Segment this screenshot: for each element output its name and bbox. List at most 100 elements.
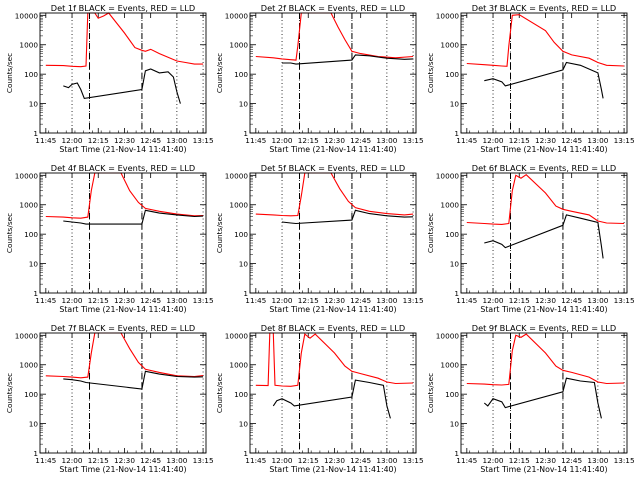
y-tick-label: 100 xyxy=(445,390,459,399)
series-line-lld xyxy=(255,12,414,61)
series-line-events xyxy=(63,209,204,225)
x-tick-label: 12:15 xyxy=(509,136,530,145)
x-tick-label: 12:30 xyxy=(114,296,135,305)
x-tick-label: 12:15 xyxy=(88,296,109,305)
y-tick-label: 10 xyxy=(29,260,39,269)
y-tick-label: 1 xyxy=(33,129,38,138)
y-tick-label: 1000 xyxy=(440,201,459,210)
y-tick-label: 10000 xyxy=(15,11,39,20)
x-tick-label: 13:15 xyxy=(614,456,635,465)
x-tick-label: 12:45 xyxy=(561,136,582,145)
y-tick-label: 100 xyxy=(24,70,38,79)
x-tick-label: 11:45 xyxy=(245,136,266,145)
series-line-events xyxy=(484,214,604,259)
panel-title: Det 4f BLACK = Events, RED = LLD xyxy=(51,163,195,173)
y-axis-label: Counts/sec xyxy=(215,373,224,413)
y-tick-label: 1 xyxy=(243,289,248,298)
y-tick-label: 1000 xyxy=(440,41,459,50)
x-tick-label: 12:00 xyxy=(483,136,504,145)
panel-title: Det 5f BLACK = Events, RED = LLD xyxy=(261,163,405,173)
x-tick-label: 12:00 xyxy=(483,296,504,305)
detector-panel-5: Det 5f BLACK = Events, RED = LLD 11:45 12:… xyxy=(215,163,424,314)
x-tick-label: 13:00 xyxy=(376,296,397,305)
x-tick-label: 13:15 xyxy=(614,296,635,305)
y-tick-label: 100 xyxy=(234,70,248,79)
y-tick-label: 1 xyxy=(243,449,248,458)
x-tick-label: 12:45 xyxy=(350,296,371,305)
y-tick-label: 10 xyxy=(239,420,249,429)
x-axis-label: Start Time (21-Nov-14 11:41:40) xyxy=(59,145,186,154)
y-axis-label: Counts/sec xyxy=(426,373,435,413)
y-tick-label: 1 xyxy=(33,289,38,298)
x-tick-label: 12:00 xyxy=(62,456,83,465)
x-tick-label: 11:45 xyxy=(456,456,477,465)
panel-title: Det 7f BLACK = Events, RED = LLD xyxy=(51,323,195,333)
detector-panel-3: Det 3f BLACK = Events, RED = LLD 11:45 12:… xyxy=(426,3,635,154)
x-tick-label: 11:45 xyxy=(245,296,266,305)
y-tick-label: 10000 xyxy=(436,331,460,340)
x-tick-label: 11:45 xyxy=(35,456,56,465)
plot-frame xyxy=(39,172,207,294)
panel-title: Det 6f BLACK = Events, RED = LLD xyxy=(472,163,616,173)
y-axis-label: Counts/sec xyxy=(215,213,224,253)
x-tick-label: 12:15 xyxy=(88,136,109,145)
x-tick-label: 13:15 xyxy=(193,136,214,145)
series-line-events xyxy=(63,68,181,104)
detector-panel-9: Det 9f BLACK = Events, RED = LLD 11:45 12:… xyxy=(426,323,635,474)
y-tick-label: 1000 xyxy=(19,41,38,50)
x-tick-label: 11:45 xyxy=(35,296,56,305)
x-tick-label: 12:30 xyxy=(114,136,135,145)
panel-title: Det 8f BLACK = Events, RED = LLD xyxy=(261,323,405,333)
y-tick-label: 10000 xyxy=(15,171,39,180)
x-tick-label: 11:45 xyxy=(35,136,56,145)
series-line-lld xyxy=(466,333,625,386)
x-tick-label: 12:00 xyxy=(272,456,293,465)
y-tick-label: 100 xyxy=(24,230,38,239)
y-tick-label: 100 xyxy=(445,70,459,79)
series-line-events xyxy=(484,61,604,99)
x-tick-label: 13:15 xyxy=(403,296,424,305)
detector-panel-6: Det 6f BLACK = Events, RED = LLD 11:45 12:… xyxy=(426,163,635,314)
y-tick-label: 10 xyxy=(450,260,460,269)
x-tick-label: 12:45 xyxy=(140,136,161,145)
x-tick-label: 13:00 xyxy=(587,456,608,465)
y-tick-label: 10 xyxy=(239,260,249,269)
plot-frame xyxy=(39,332,207,454)
x-tick-label: 12:45 xyxy=(561,456,582,465)
series-line-lld xyxy=(255,172,414,217)
detector-panel-1: Det 1f BLACK = Events, RED = LLD 11:45 12:… xyxy=(5,3,214,154)
series-line-events xyxy=(282,54,414,65)
y-tick-label: 1000 xyxy=(19,201,38,210)
x-tick-label: 12:30 xyxy=(535,456,556,465)
y-tick-label: 1 xyxy=(454,129,459,138)
series-line-events xyxy=(272,379,391,419)
series-line-lld xyxy=(45,172,204,219)
x-tick-label: 13:15 xyxy=(614,136,635,145)
x-tick-label: 13:00 xyxy=(166,456,187,465)
y-tick-label: 10 xyxy=(29,420,39,429)
y-tick-label: 10000 xyxy=(15,331,39,340)
x-tick-label: 12:00 xyxy=(483,456,504,465)
y-tick-label: 10 xyxy=(29,100,39,109)
y-axis-label: Counts/sec xyxy=(5,53,14,93)
x-tick-label: 13:00 xyxy=(166,296,187,305)
y-tick-label: 1000 xyxy=(229,201,248,210)
detector-panel-8: Det 8f BLACK = Events, RED = LLD 11:45 12:… xyxy=(215,323,424,474)
series-line-lld xyxy=(466,14,625,67)
x-tick-label: 13:15 xyxy=(403,136,424,145)
x-tick-label: 13:00 xyxy=(587,296,608,305)
series-line-events xyxy=(281,209,414,225)
y-tick-label: 1000 xyxy=(229,361,248,370)
y-tick-label: 10000 xyxy=(436,11,460,20)
y-axis-label: Counts/sec xyxy=(426,213,435,253)
y-tick-label: 100 xyxy=(234,230,248,239)
y-axis-label: Counts/sec xyxy=(5,213,14,253)
x-axis-label: Start Time (21-Nov-14 11:41:40) xyxy=(269,465,396,474)
x-tick-label: 11:45 xyxy=(456,136,477,145)
x-axis-label: Start Time (21-Nov-14 11:41:40) xyxy=(269,305,396,314)
x-tick-label: 12:30 xyxy=(535,136,556,145)
y-tick-label: 1000 xyxy=(229,41,248,50)
x-tick-label: 12:45 xyxy=(350,456,371,465)
y-tick-label: 100 xyxy=(234,390,248,399)
y-tick-label: 1 xyxy=(33,449,38,458)
